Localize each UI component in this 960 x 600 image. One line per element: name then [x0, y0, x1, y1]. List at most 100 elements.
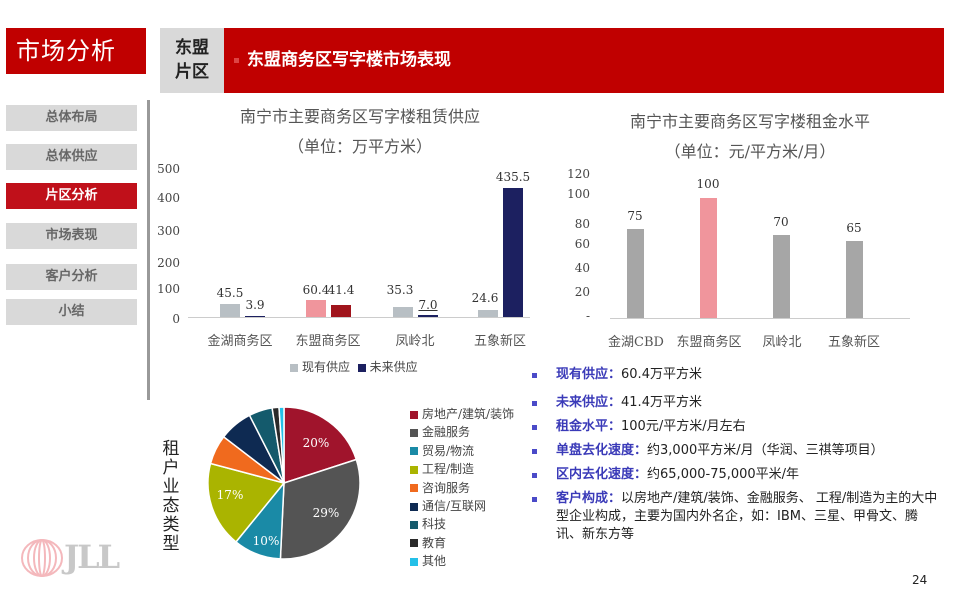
bar-future-wuxiang [503, 188, 523, 317]
legend-swatch-icon [410, 539, 418, 548]
district-tag: 东盟 片区 [160, 28, 224, 93]
sidebar-item-district-analysis[interactable]: 片区分析 [6, 183, 137, 209]
pie-legend: 房地产/建筑/装饰 金融服务 贸易/物流 工程/制造 咨询服务 通信/互联网 科… [410, 405, 514, 571]
x-axis [610, 318, 910, 319]
bullet-single-absorption: 单盘去化速度：约3,000平方米/月（华润、三祺等项目） [530, 442, 940, 460]
y-tick: 500 [157, 162, 180, 176]
page-title: 东盟商务区写字楼市场表现 [247, 50, 451, 70]
sidebar-item-summary[interactable]: 小结 [6, 299, 137, 325]
value-label: 3.9 [245, 298, 265, 312]
slice-finance [279, 458, 361, 560]
bullet-future-supply: 未来供应：41.4万平方米 [530, 394, 940, 412]
y-tick: 120 [567, 167, 590, 181]
legend-swatch-icon [290, 363, 298, 372]
legend-label: 咨询服务 [422, 480, 471, 495]
y-tick: - [585, 309, 590, 323]
bullet-existing-supply: 现有供应：60.4万平方米 [530, 366, 940, 384]
rent-chart-title: 南宁市主要商务区写字楼租金水平 [629, 112, 870, 131]
category-label: 五象新区 [473, 334, 526, 349]
legend-label: 现有供应 [302, 360, 351, 374]
divider [147, 100, 150, 400]
slice-engineering [207, 462, 286, 543]
value-label: 65 [846, 221, 862, 235]
logo-text: JLL [64, 538, 120, 576]
supply-chart: 500 400 300 200 100 0 45.5 3.9 60.4 41.4… [150, 160, 530, 390]
sidebar-item-customer-analysis[interactable]: 客户分析 [6, 264, 137, 290]
value-label: 7.0 [418, 298, 438, 312]
value-label: 41.4 [327, 283, 355, 297]
value-label: 45.5 [216, 286, 244, 300]
legend-label: 通信/互联网 [422, 499, 487, 514]
category-label: 金湖商务区 [207, 334, 273, 349]
pie-label: 29% [313, 506, 340, 520]
bullet-icon [532, 449, 537, 454]
sidebar-item-overall-layout[interactable]: 总体布局 [6, 105, 137, 131]
bar-future-fenglingbei [418, 315, 438, 317]
page-number: 24 [912, 573, 928, 587]
value-label: 24.6 [471, 291, 499, 305]
summary-bullets: 现有供应：60.4万平方米 未来供应：41.4万平方米 租金水平：100元/平方… [530, 366, 940, 550]
legend-swatch-icon [357, 363, 366, 372]
legend-swatch-icon [410, 447, 418, 456]
legend-swatch-icon [410, 428, 418, 437]
supply-legend: 现有供应 未来供应 [290, 358, 418, 375]
sidebar-item-overall-supply[interactable]: 总体供应 [6, 144, 137, 170]
legend-swatch-icon [410, 410, 418, 419]
bar-jinhu-cbd [627, 229, 644, 318]
category-label: 东盟商务区 [676, 335, 742, 350]
y-tick: 200 [157, 256, 180, 270]
y-tick: 100 [567, 187, 590, 201]
legend-swatch-icon [410, 557, 418, 566]
slice-other [278, 406, 285, 484]
bar-fenglingbei [773, 235, 790, 318]
bullet-rent-level: 租金水平：100元/平方米/月左右 [530, 418, 940, 436]
y-tick: 40 [574, 261, 590, 275]
bullet-icon [234, 57, 239, 63]
bar-existing-wuxiang [478, 310, 498, 317]
district-tag-line2: 片区 [175, 62, 209, 82]
supply-chart-title: 南宁市主要商务区写字楼租赁供应 [239, 107, 480, 126]
legend-label: 未来供应 [369, 360, 418, 374]
legend-swatch-icon [410, 502, 418, 511]
legend-label: 科技 [422, 517, 447, 532]
y-tick: 60 [574, 237, 590, 251]
tenant-pie-chart: 20% 29% 10% 17% [207, 406, 361, 560]
value-label: 100 [696, 177, 720, 191]
legend-label: 房地产/建筑/装饰 [422, 407, 515, 421]
bullet-icon [532, 497, 537, 502]
pie-label: 17% [217, 488, 244, 502]
bullet-icon [532, 425, 537, 430]
bar-existing-fenglingbei [393, 307, 413, 317]
bar-existing-asean [306, 300, 326, 317]
pie-label: 10% [253, 534, 280, 548]
bullet-icon [532, 373, 537, 378]
slice-real-estate [283, 406, 358, 485]
category-label: 五象新区 [827, 335, 880, 350]
y-tick: 100 [157, 282, 180, 296]
y-tick: 80 [574, 217, 590, 231]
supply-chart-subtitle: （单位：万平方米） [287, 137, 432, 156]
category-label: 金湖CBD [608, 335, 664, 350]
legend-label: 教育 [422, 535, 447, 550]
category-label: 凤岭北 [395, 334, 435, 349]
legend-swatch-icon [410, 484, 418, 493]
bar-asean [700, 198, 717, 318]
district-tag-line1: 东盟 [175, 38, 209, 58]
bar-existing-jinhu [220, 304, 240, 317]
value-label: 60.4 [302, 283, 330, 297]
rent-chart: 120 100 80 60 40 20 - 75 100 70 65 金湖CBD… [560, 165, 920, 355]
value-label: 75 [627, 209, 643, 223]
bullet-icon [532, 473, 537, 478]
bullet-customer-composition: 客户构成：以房地产/建筑/装饰、金融服务、 工程/制造为主的大中型企业构成，主要… [530, 490, 940, 544]
legend-label: 贸易/物流 [422, 443, 475, 458]
category-label: 东盟商务区 [295, 334, 361, 349]
value-label: 70 [773, 215, 789, 229]
bar-future-jinhu [245, 316, 265, 317]
bullet-district-absorption: 区内去化速度：约65,000-75,000平米/年 [530, 466, 940, 484]
pie-label: 20% [303, 436, 330, 450]
legend-label: 工程/制造 [422, 462, 475, 477]
sidebar-item-market-performance[interactable]: 市场表现 [6, 223, 137, 249]
bullet-icon [532, 401, 537, 406]
category-label: 凤岭北 [762, 335, 802, 350]
pie-vertical-title: 租户业态类型 [162, 439, 180, 554]
